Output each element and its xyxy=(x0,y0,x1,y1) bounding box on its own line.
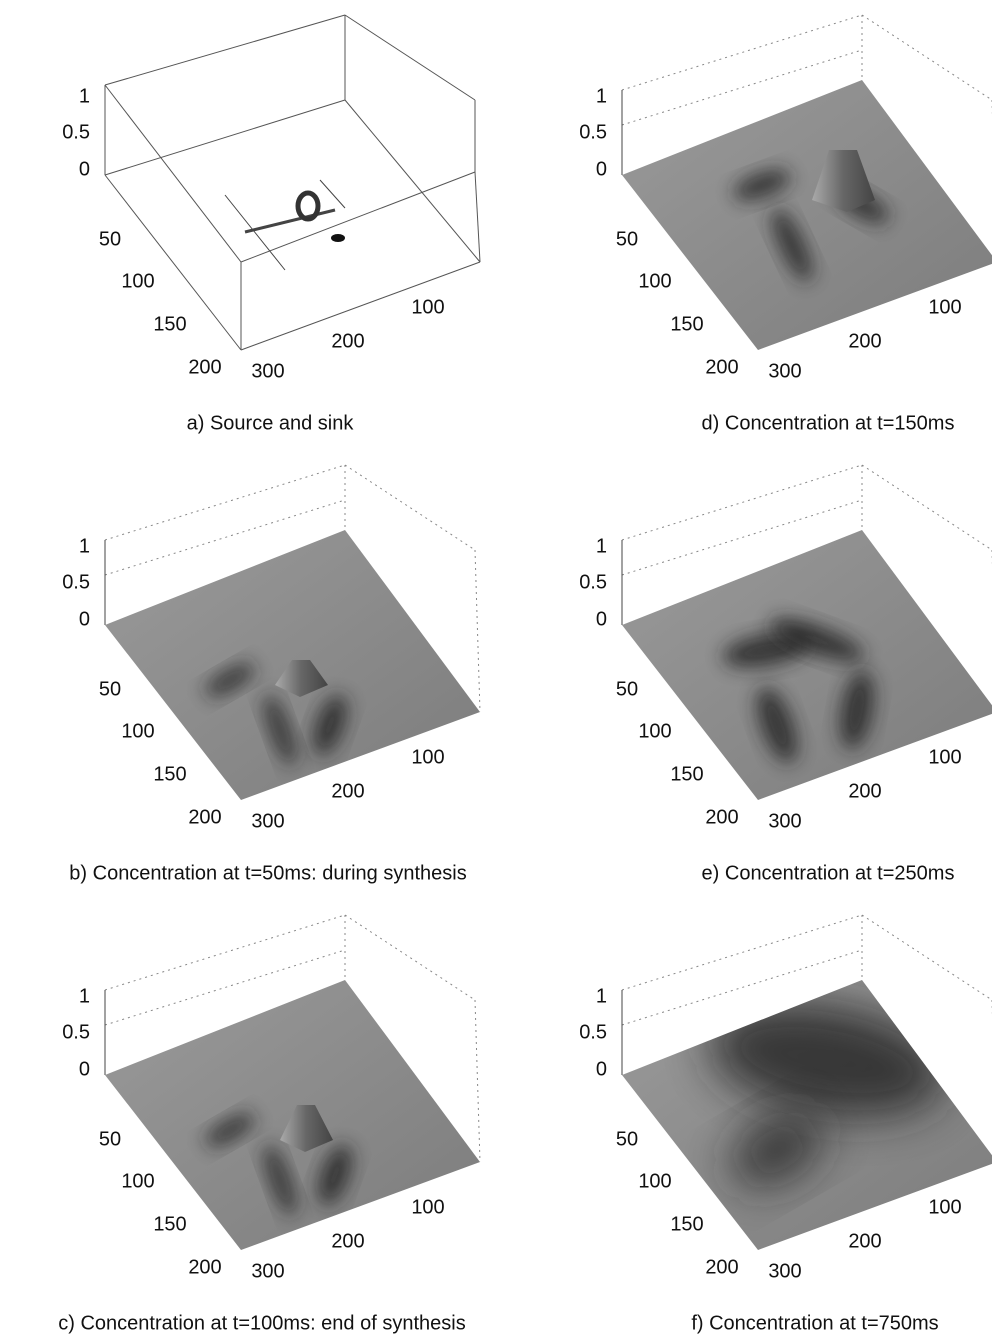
x-tick-label: 200 xyxy=(848,330,881,352)
x-tick-label: 300 xyxy=(251,810,284,832)
y-tick-label: 150 xyxy=(670,313,703,335)
x-tick-label: 300 xyxy=(251,360,284,382)
back-grid xyxy=(622,15,862,90)
back-grid xyxy=(345,915,475,1000)
box-edge xyxy=(345,100,480,262)
sink xyxy=(331,234,345,242)
y-tick-label: 50 xyxy=(99,678,121,700)
y-tick-label: 200 xyxy=(188,356,221,378)
y-tick-label: 50 xyxy=(616,1128,638,1150)
x-tick-label: 100 xyxy=(928,746,961,768)
z-tick-label: 0 xyxy=(79,1058,90,1080)
y-tick-label: 150 xyxy=(153,1213,186,1235)
box-edge xyxy=(105,100,345,175)
caption: c) Concentration at t=100ms: end of synt… xyxy=(58,1312,465,1334)
x-tick-label: 100 xyxy=(411,296,444,318)
box-edge xyxy=(105,15,345,85)
x-tick-label: 300 xyxy=(768,360,801,382)
source-line xyxy=(320,180,345,208)
x-tick-label: 100 xyxy=(928,296,961,318)
x-tick-label: 200 xyxy=(331,330,364,352)
z-tick-label: 0.5 xyxy=(62,1021,90,1043)
caption: d) Concentration at t=150ms xyxy=(702,412,955,434)
back-grid xyxy=(475,1000,480,1162)
box-edge xyxy=(345,15,475,100)
z-tick-label: 0 xyxy=(596,158,607,180)
x-tick-label: 300 xyxy=(768,810,801,832)
back-grid xyxy=(622,915,862,990)
y-tick-label: 100 xyxy=(638,270,671,292)
y-tick-label: 200 xyxy=(188,1256,221,1278)
z-tick-label: 0.5 xyxy=(62,571,90,593)
z-tick-label: 0.5 xyxy=(579,571,607,593)
z-tick-label: 1 xyxy=(79,985,90,1007)
y-tick-label: 200 xyxy=(705,1256,738,1278)
y-tick-label: 150 xyxy=(670,1213,703,1235)
box-edge xyxy=(105,85,241,262)
caption: b) Concentration at t=50ms: during synth… xyxy=(69,862,466,884)
figure: 10.5050100150200300200100a) Source and s… xyxy=(0,0,992,1341)
back-grid xyxy=(475,550,480,712)
y-tick-label: 150 xyxy=(153,763,186,785)
z-tick-label: 0.5 xyxy=(579,1021,607,1043)
z-tick-label: 0 xyxy=(79,608,90,630)
x-tick-label: 100 xyxy=(928,1196,961,1218)
z-tick-label: 0 xyxy=(79,158,90,180)
back-grid xyxy=(105,915,345,990)
caption: e) Concentration at t=250ms xyxy=(702,862,955,884)
box-edge xyxy=(241,172,475,262)
y-tick-label: 100 xyxy=(638,720,671,742)
y-tick-label: 50 xyxy=(616,678,638,700)
y-tick-label: 100 xyxy=(638,1170,671,1192)
x-tick-label: 100 xyxy=(411,746,444,768)
x-tick-label: 200 xyxy=(331,1230,364,1252)
y-tick-label: 100 xyxy=(121,270,154,292)
back-grid xyxy=(862,915,992,1000)
back-grid xyxy=(862,15,992,100)
z-tick-label: 0 xyxy=(596,1058,607,1080)
y-tick-label: 200 xyxy=(705,356,738,378)
source-line xyxy=(245,210,335,232)
y-tick-label: 50 xyxy=(99,1128,121,1150)
back-grid xyxy=(105,465,345,540)
x-tick-label: 300 xyxy=(251,1260,284,1282)
z-tick-label: 0.5 xyxy=(62,121,90,143)
back-grid xyxy=(622,465,862,540)
z-tick-label: 1 xyxy=(596,535,607,557)
y-tick-label: 100 xyxy=(121,1170,154,1192)
page: 10.5050100150200300200100a) Source and s… xyxy=(0,0,992,1341)
y-tick-label: 150 xyxy=(153,313,186,335)
z-tick-label: 1 xyxy=(79,85,90,107)
z-tick-label: 0.5 xyxy=(579,121,607,143)
y-tick-label: 100 xyxy=(121,720,154,742)
x-tick-label: 300 xyxy=(768,1260,801,1282)
caption: a) Source and sink xyxy=(187,412,355,434)
box-edge xyxy=(475,172,480,262)
back-grid xyxy=(345,465,475,550)
z-tick-label: 1 xyxy=(596,85,607,107)
back-grid xyxy=(862,465,992,550)
y-tick-label: 50 xyxy=(616,228,638,250)
y-tick-label: 50 xyxy=(99,228,121,250)
y-tick-label: 200 xyxy=(188,806,221,828)
source-line xyxy=(225,195,285,270)
x-tick-label: 200 xyxy=(848,780,881,802)
z-tick-label: 0 xyxy=(596,608,607,630)
z-tick-label: 1 xyxy=(596,985,607,1007)
z-tick-label: 1 xyxy=(79,535,90,557)
y-tick-label: 150 xyxy=(670,763,703,785)
x-tick-label: 100 xyxy=(411,1196,444,1218)
x-tick-label: 200 xyxy=(848,1230,881,1252)
panel: 10.5050100150200300200100a) Source and s… xyxy=(62,15,480,434)
x-tick-label: 200 xyxy=(331,780,364,802)
caption: f) Concentration at t=750ms xyxy=(691,1312,938,1334)
y-tick-label: 200 xyxy=(705,806,738,828)
